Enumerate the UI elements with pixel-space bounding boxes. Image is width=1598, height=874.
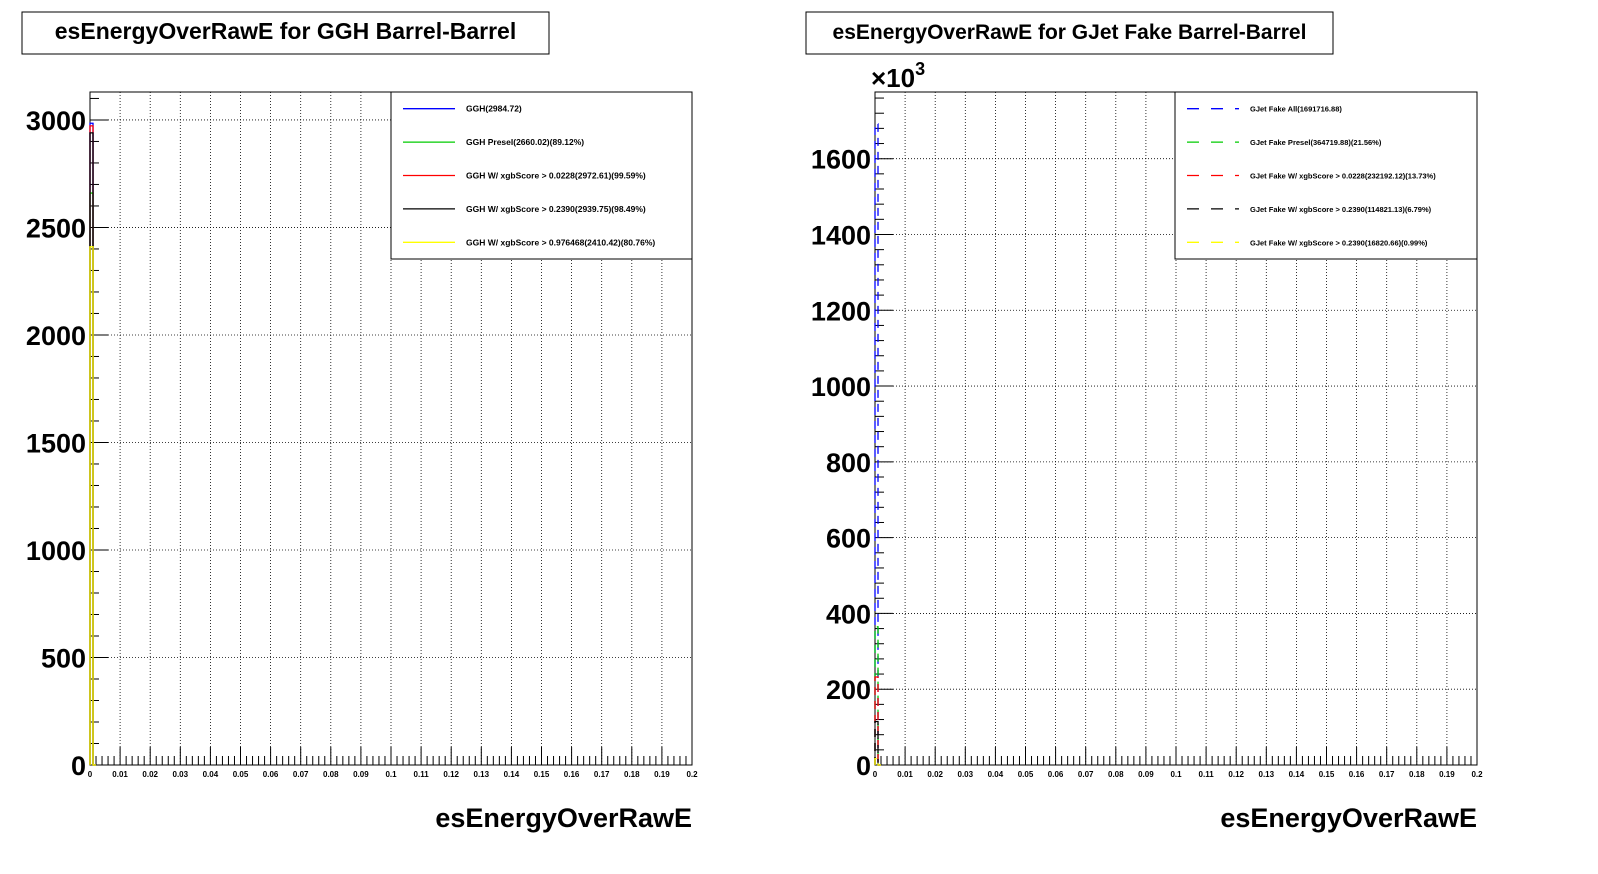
y-tick-label: 600	[826, 524, 871, 554]
series-line	[874, 757, 882, 766]
x-tick-label: 0.1	[1170, 770, 1182, 779]
y-tick-label: 2500	[26, 213, 86, 243]
x-tick-label: 0.2	[1471, 770, 1483, 779]
legend-entry: GGH W/ xgbScore > 0.976468(2410.42)(80.7…	[466, 237, 655, 247]
x-tick-label: 0.13	[1259, 770, 1275, 779]
x-axis-title: esEnergyOverRawE	[1220, 803, 1477, 833]
x-tick-label: 0.02	[142, 770, 158, 779]
y-tick-label: 1500	[26, 428, 86, 458]
x-tick-label: 0.16	[1349, 770, 1365, 779]
x-tick-label: 0.1	[385, 770, 397, 779]
title-box	[21, 11, 550, 55]
x-tick-label: 0.03	[173, 770, 189, 779]
legend-entry: GJet Fake W/ xgbScore > 0.2390(16820.66)…	[1250, 238, 1428, 247]
x-tick-label: 0.01	[897, 770, 913, 779]
x-tick-label: 0	[873, 770, 878, 779]
x-tick-label: 0.14	[504, 770, 520, 779]
chart-panel-gjet-fake: esEnergyOverRawE for GJet Fake Barrel-Ba…	[805, 11, 1483, 833]
legend-entry: GGH(2984.72)	[466, 104, 522, 114]
y-tick-label: 500	[41, 643, 86, 673]
x-tick-label: 0.05	[1018, 770, 1034, 779]
x-tick-label: 0.09	[353, 770, 369, 779]
x-tick-label: 0	[88, 770, 93, 779]
legend-entry: GJet Fake All(1691716.88)	[1250, 105, 1342, 114]
x-tick-label: 0.04	[988, 770, 1004, 779]
chart-title: esEnergyOverRawE for GGH Barrel-Barrel	[55, 18, 516, 44]
x-tick-label: 0.14	[1289, 770, 1305, 779]
legend-entry: GJet Fake Presel(364719.88)(21.56%)	[1250, 138, 1382, 147]
x-tick-label: 0.01	[112, 770, 128, 779]
x-tick-label: 0.15	[1319, 770, 1335, 779]
x-tick-label: 0.09	[1138, 770, 1154, 779]
x-tick-label: 0.17	[1379, 770, 1395, 779]
y-multiplier: ×103	[871, 59, 925, 93]
x-tick-label: 0.18	[624, 770, 640, 779]
y-tick-label: 3000	[26, 106, 86, 136]
y-tick-label: 1600	[811, 145, 871, 175]
x-tick-label: 0.07	[293, 770, 309, 779]
x-tick-label: 0.15	[534, 770, 550, 779]
x-tick-label: 0.11	[414, 770, 430, 779]
y-tick-label: 2000	[26, 321, 86, 351]
x-tick-label: 0.16	[564, 770, 580, 779]
x-tick-label: 0.02	[927, 770, 943, 779]
x-tick-label: 0.2	[686, 770, 698, 779]
legend-entry: GGH Presel(2660.02)(89.12%)	[466, 137, 584, 147]
x-tick-label: 0.08	[323, 770, 339, 779]
y-tick-label: 0	[71, 751, 86, 781]
legend-entry: GJet Fake W/ xgbScore > 0.2390(114821.13…	[1250, 205, 1432, 214]
x-tick-label: 0.03	[958, 770, 974, 779]
x-tick-label: 0.07	[1078, 770, 1094, 779]
x-tick-label: 0.19	[654, 770, 670, 779]
series-line	[89, 246, 97, 766]
y-tick-label: 200	[826, 675, 871, 705]
legend-entry: GGH W/ xgbScore > 0.2390(2939.75)(98.49%…	[466, 204, 646, 214]
x-tick-label: 0.11	[1199, 770, 1215, 779]
x-tick-label: 0.12	[443, 770, 459, 779]
x-tick-label: 0.13	[474, 770, 490, 779]
title-box	[805, 11, 1334, 55]
y-tick-label: 1200	[811, 296, 871, 326]
x-tick-label: 0.08	[1108, 770, 1124, 779]
legend-box	[1174, 91, 1478, 260]
y-tick-label: 0	[856, 751, 871, 781]
y-tick-label: 1400	[811, 220, 871, 250]
x-tick-label: 0.12	[1228, 770, 1244, 779]
legend-entry: GJet Fake W/ xgbScore > 0.0228(232192.12…	[1250, 172, 1436, 181]
x-tick-label: 0.06	[1048, 770, 1064, 779]
legend-entry: GGH W/ xgbScore > 0.0228(2972.61)(99.59%…	[466, 171, 646, 181]
x-tick-label: 0.06	[263, 770, 279, 779]
x-tick-label: 0.05	[233, 770, 249, 779]
x-axis-title: esEnergyOverRawE	[435, 803, 692, 833]
x-tick-label: 0.17	[594, 770, 610, 779]
y-tick-label: 400	[826, 599, 871, 629]
y-tick-label: 1000	[26, 536, 86, 566]
x-tick-label: 0.04	[203, 770, 219, 779]
x-tick-label: 0.18	[1409, 770, 1425, 779]
y-tick-label: 1000	[811, 372, 871, 402]
x-tick-label: 0.19	[1439, 770, 1455, 779]
y-tick-label: 800	[826, 448, 871, 478]
chart-title: esEnergyOverRawE for GJet Fake Barrel-Ba…	[833, 21, 1307, 44]
